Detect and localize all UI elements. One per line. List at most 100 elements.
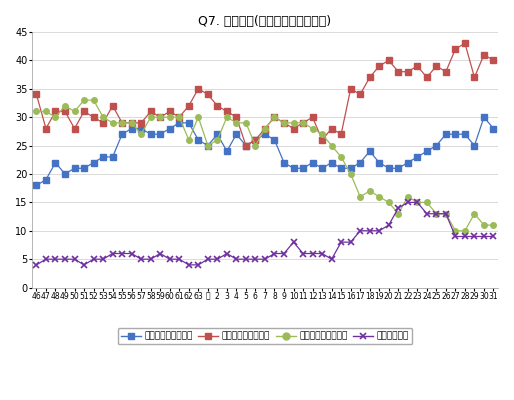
- 自分の能力をためす: [338, 154, 344, 159]
- Line: 経済的に豊かになる: 経済的に豊かになる: [33, 114, 497, 188]
- 経済的に豊かになる: [167, 126, 173, 131]
- 楽しい生活をしたい: [43, 126, 49, 131]
- 自分の能力をためす: [167, 115, 173, 120]
- 経済的に豊かになる: [281, 160, 287, 165]
- 楽しい生活をしたい: [328, 126, 335, 131]
- 自分の能力をためす: [443, 211, 449, 216]
- 楽しい生活をしたい: [52, 109, 59, 114]
- 楽しい生活をしたい: [347, 86, 354, 91]
- 経済的に豊かになる: [33, 183, 40, 188]
- 楽しい生活をしたい: [452, 46, 458, 51]
- 社会に役立つ: [109, 251, 116, 256]
- 社会に役立つ: [319, 251, 325, 256]
- 自分の能力をためす: [33, 109, 40, 114]
- 社会に役立つ: [186, 262, 192, 267]
- 楽しい生活をしたい: [205, 92, 211, 97]
- 経済的に豊かになる: [128, 126, 135, 131]
- 自分の能力をためす: [366, 189, 373, 194]
- 経済的に豊かになる: [328, 160, 335, 165]
- Line: 楽しい生活をしたい: 楽しい生活をしたい: [33, 40, 497, 148]
- 経済的に豊かになる: [157, 132, 163, 137]
- 自分の能力をためす: [452, 228, 458, 233]
- 自分の能力をためす: [52, 115, 59, 120]
- 社会に役立つ: [328, 257, 335, 262]
- 経済的に豊かになる: [214, 132, 221, 137]
- 楽しい生活をしたい: [33, 92, 40, 97]
- 楽しい生活をしたい: [471, 75, 478, 80]
- 社会に役立つ: [290, 240, 297, 244]
- 社会に役立つ: [138, 257, 144, 262]
- 自分の能力をためす: [205, 143, 211, 148]
- 自分の能力をためす: [271, 115, 278, 120]
- 楽しい生活をしたい: [462, 41, 468, 46]
- 自分の能力をためす: [128, 120, 135, 125]
- 自分の能力をためす: [176, 115, 182, 120]
- 社会に役立つ: [433, 211, 439, 216]
- 社会に役立つ: [281, 251, 287, 256]
- 社会に役立つ: [233, 257, 240, 262]
- 楽しい生活をしたい: [167, 109, 173, 114]
- 楽しい生活をしたい: [233, 115, 240, 120]
- 社会に役立つ: [252, 257, 259, 262]
- 社会に役立つ: [81, 262, 87, 267]
- 自分の能力をためす: [395, 211, 401, 216]
- 楽しい生活をしたい: [405, 69, 411, 74]
- 経済的に豊かになる: [90, 160, 97, 165]
- 自分の能力をためす: [148, 115, 154, 120]
- 社会に役立つ: [52, 257, 59, 262]
- 楽しい生活をしたい: [357, 92, 363, 97]
- 社会に役立つ: [424, 211, 430, 216]
- 社会に役立つ: [205, 257, 211, 262]
- 楽しい生活をしたい: [376, 64, 382, 68]
- 楽しい生活をしたい: [100, 120, 106, 125]
- 経済的に豊かになる: [386, 166, 392, 171]
- 自分の能力をためす: [471, 211, 478, 216]
- 自分の能力をためす: [433, 211, 439, 216]
- 経済的に豊かになる: [205, 143, 211, 148]
- 自分の能力をためす: [376, 194, 382, 199]
- Title: Q7. 働く目的(主な項目の経年変化): Q7. 働く目的(主な項目の経年変化): [198, 15, 332, 28]
- 経済的に豊かになる: [395, 166, 401, 171]
- 自分の能力をためす: [424, 200, 430, 205]
- 自分の能力をためす: [138, 132, 144, 137]
- 自分の能力をためす: [414, 200, 420, 205]
- 社会に役立つ: [157, 251, 163, 256]
- 社会に役立つ: [176, 257, 182, 262]
- 自分の能力をためす: [490, 223, 497, 228]
- 経済的に豊かになる: [233, 132, 240, 137]
- 自分の能力をためす: [157, 115, 163, 120]
- 社会に役立つ: [338, 240, 344, 244]
- 自分の能力をためす: [243, 120, 249, 125]
- 社会に役立つ: [262, 257, 268, 262]
- 社会に役立つ: [128, 251, 135, 256]
- 経済的に豊かになる: [271, 138, 278, 142]
- 楽しい生活をしたい: [290, 126, 297, 131]
- 楽しい生活をしたい: [481, 52, 487, 57]
- 社会に役立つ: [148, 257, 154, 262]
- 経済的に豊かになる: [338, 166, 344, 171]
- 社会に役立つ: [481, 234, 487, 239]
- 経済的に豊かになる: [119, 132, 125, 137]
- 自分の能力をためす: [62, 103, 68, 108]
- 自分の能力をためす: [224, 115, 230, 120]
- 経済的に豊かになる: [81, 166, 87, 171]
- 自分の能力をためす: [186, 138, 192, 142]
- 自分の能力をためす: [309, 126, 316, 131]
- 経済的に豊かになる: [471, 143, 478, 148]
- 社会に役立つ: [395, 206, 401, 210]
- 経済的に豊かになる: [195, 138, 201, 142]
- 社会に役立つ: [243, 257, 249, 262]
- 楽しい生活をしたい: [176, 115, 182, 120]
- 楽しい生活をしたい: [62, 109, 68, 114]
- 経済的に豊かになる: [62, 172, 68, 176]
- 経済的に豊かになる: [414, 154, 420, 159]
- 社会に役立つ: [224, 251, 230, 256]
- 経済的に豊かになる: [52, 160, 59, 165]
- 自分の能力をためす: [328, 143, 335, 148]
- 楽しい生活をしたい: [309, 115, 316, 120]
- 経済的に豊かになる: [405, 160, 411, 165]
- 楽しい生活をしたい: [281, 120, 287, 125]
- 社会に役立つ: [119, 251, 125, 256]
- 自分の能力をためす: [81, 98, 87, 102]
- 社会に役立つ: [100, 257, 106, 262]
